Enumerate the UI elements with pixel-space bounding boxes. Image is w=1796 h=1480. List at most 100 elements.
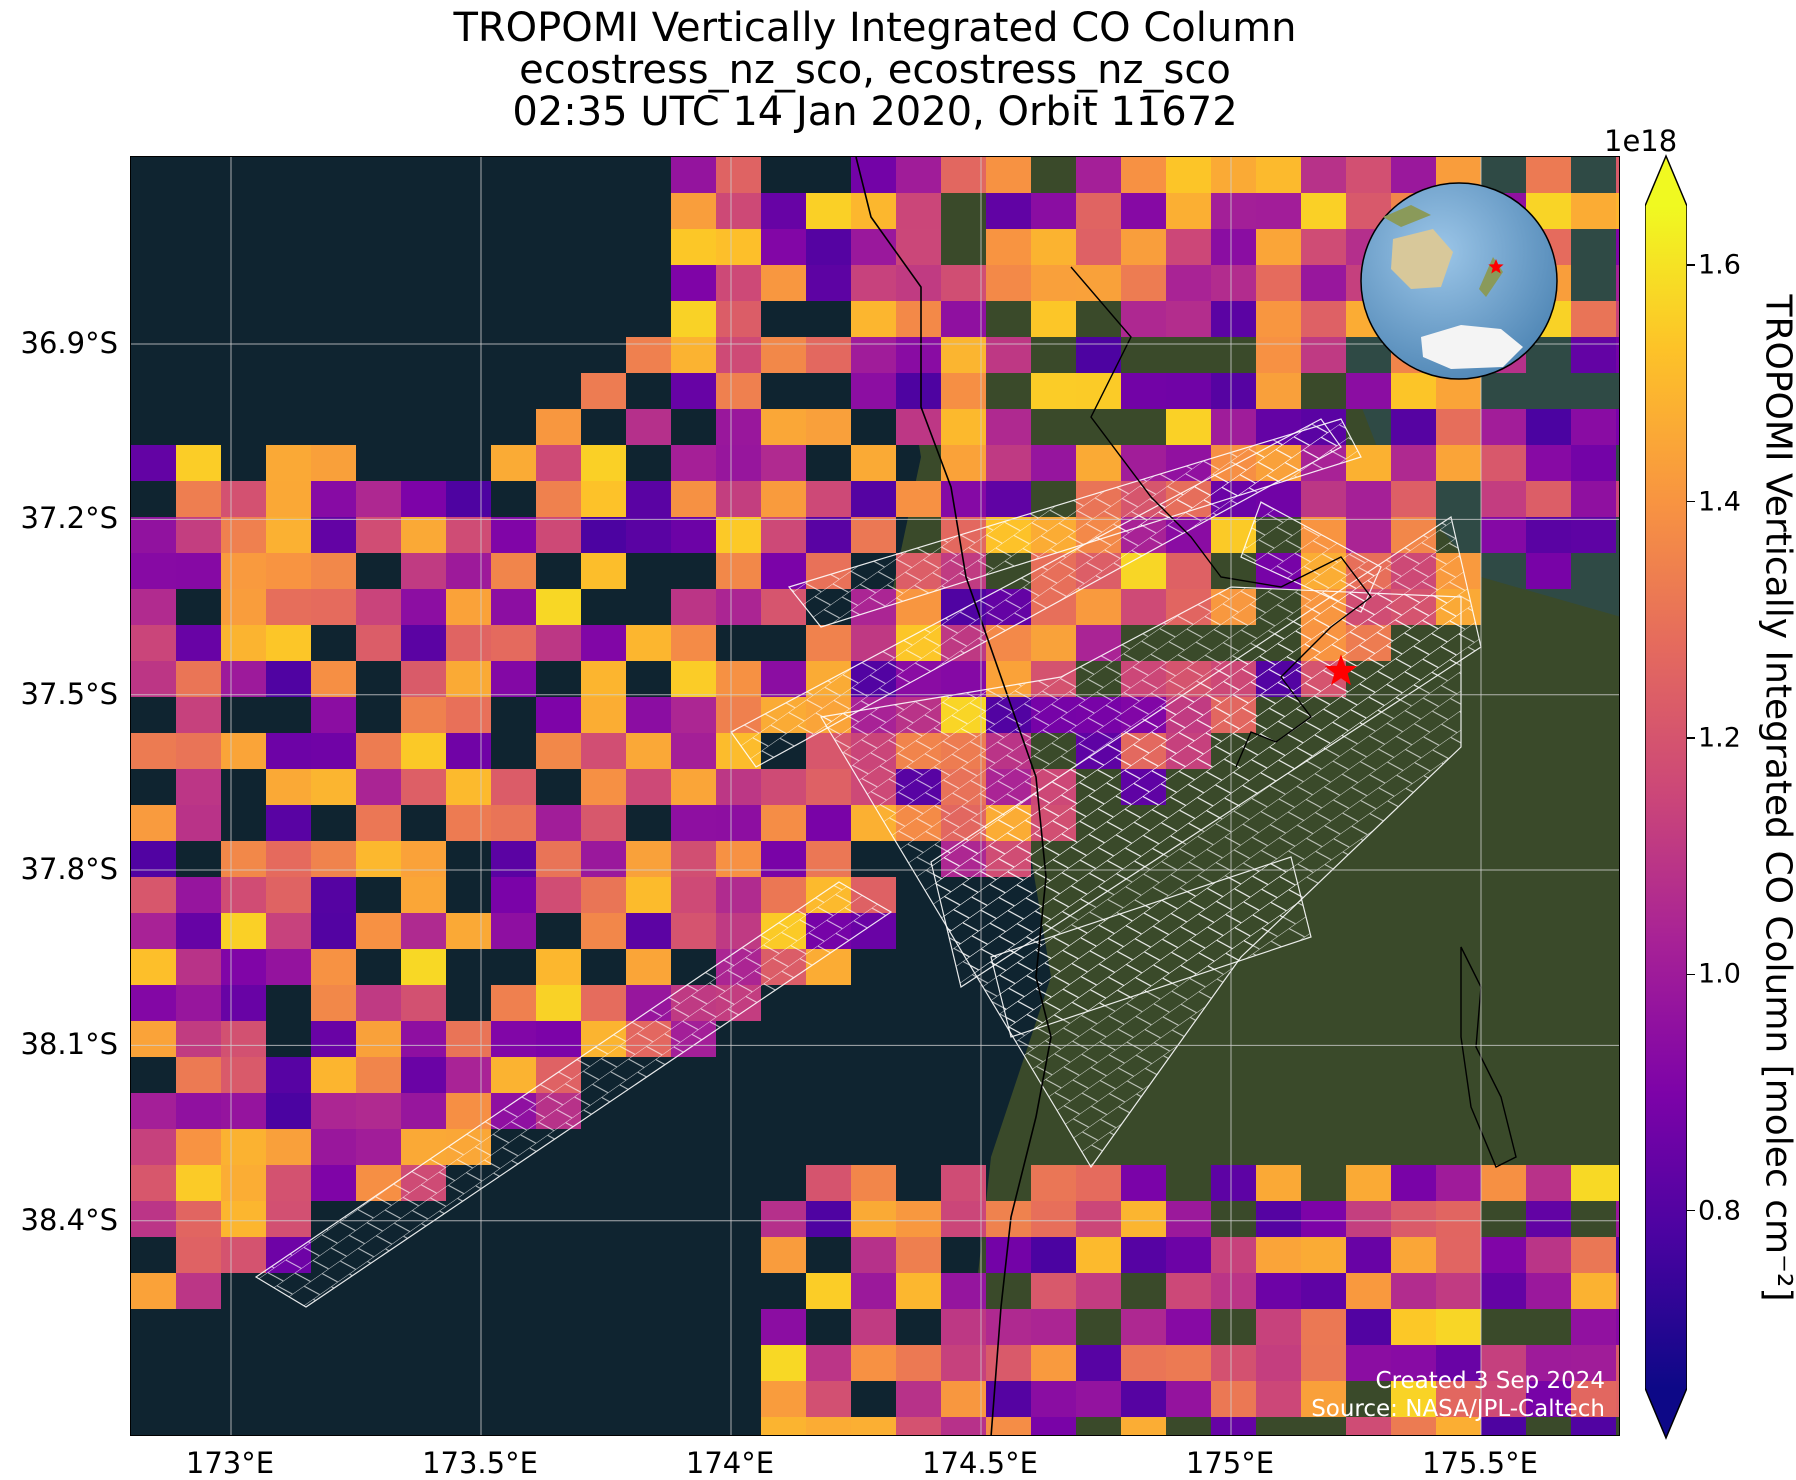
co-pixel [491,1057,536,1093]
co-pixel [356,913,401,949]
lon-tick-label: 173°E [186,1446,274,1480]
co-pixel [131,1021,176,1057]
co-pixel [896,337,941,373]
co-pixel [716,229,761,265]
co-pixel [221,1021,266,1057]
co-pixel [1391,445,1436,481]
co-pixel [221,1093,266,1129]
co-pixel [446,805,491,841]
co-pixel [806,229,851,265]
co-pixel [671,589,716,625]
co-pixel [1346,1165,1391,1201]
co-pixel [716,805,761,841]
co-pixel [1256,193,1301,229]
map-panel[interactable]: Created 3 Sep 2024 Source: NASA/JPL-Calt… [130,156,1620,1436]
co-pixel [401,661,446,697]
co-pixel [1031,445,1076,481]
co-pixel [671,625,716,661]
co-pixel [1346,1237,1391,1273]
co-pixel [266,517,311,553]
colorbar-tick-mark [1687,1210,1695,1212]
lat-tick-label: 38.1°S [0,1027,118,1061]
co-pixel [176,877,221,913]
co-pixel [1211,1345,1256,1381]
co-pixel [1301,1273,1346,1309]
co-pixel [221,1165,266,1201]
co-pixel [1391,1237,1436,1273]
co-pixel [311,589,356,625]
co-pixel [446,481,491,517]
co-pixel [221,841,266,877]
co-pixel [581,517,626,553]
co-pixel [1166,301,1211,337]
co-pixel [671,733,716,769]
co-pixel [446,733,491,769]
co-pixel [311,445,356,481]
co-pixel [1301,301,1346,337]
co-pixel [941,1345,986,1381]
co-pixel [671,445,716,481]
co-pixel [356,1093,401,1129]
co-pixel [806,769,851,805]
co-pixel [1526,1273,1571,1309]
co-pixel [1166,553,1211,589]
co-pixel [671,661,716,697]
co-pixel [1436,1201,1481,1237]
co-pixel [941,265,986,301]
co-pixel [851,481,896,517]
co-pixel [1481,409,1526,445]
co-pixel [1436,445,1481,481]
co-pixel [131,1165,176,1201]
co-pixel [581,733,626,769]
co-pixel [851,1237,896,1273]
co-pixel [1256,337,1301,373]
co-pixel [716,661,761,697]
co-pixel [1121,1309,1166,1345]
co-pixel [1121,1381,1166,1417]
co-pixel [986,1309,1031,1345]
co-pixel [356,589,401,625]
co-pixel [1076,193,1121,229]
co-pixel [1301,481,1346,517]
colorbar-min-extend [1645,1388,1687,1438]
co-pixel [1301,193,1346,229]
co-pixel [401,625,446,661]
co-pixel [1391,1309,1436,1345]
co-pixel [266,625,311,661]
co-pixel [626,625,671,661]
co-pixel [896,193,941,229]
co-pixel [986,481,1031,517]
co-pixel [1346,1201,1391,1237]
co-pixel [671,769,716,805]
colorbar-exponent: 1e18 [1604,124,1677,158]
co-pixel [1031,1237,1076,1273]
lat-tick-label: 38.4°S [0,1203,118,1237]
co-pixel [671,337,716,373]
co-pixel [716,265,761,301]
co-pixel [176,1165,221,1201]
co-pixel [1616,157,1620,193]
co-pixel [716,409,761,445]
co-pixel [1391,409,1436,445]
co-pixel [176,1021,221,1057]
co-pixel [1031,193,1076,229]
co-pixel [1166,265,1211,301]
co-pixel [131,733,176,769]
co-pixel [1076,1165,1121,1201]
co-pixel [626,913,671,949]
co-pixel [491,661,536,697]
co-pixel [1076,337,1121,373]
co-pixel [311,553,356,589]
co-pixel [1391,1165,1436,1201]
colorbar-tick-mark [1687,264,1695,266]
co-pixel [1256,1309,1301,1345]
globe-inset [1361,183,1557,379]
co-pixel [1616,1201,1620,1237]
co-pixel [176,1057,221,1093]
co-pixel [941,481,986,517]
co-pixel [1121,1417,1166,1436]
co-pixel [1256,1345,1301,1381]
colorbar-max-extend [1645,156,1687,206]
co-pixel [896,409,941,445]
co-pixel [536,1021,581,1057]
